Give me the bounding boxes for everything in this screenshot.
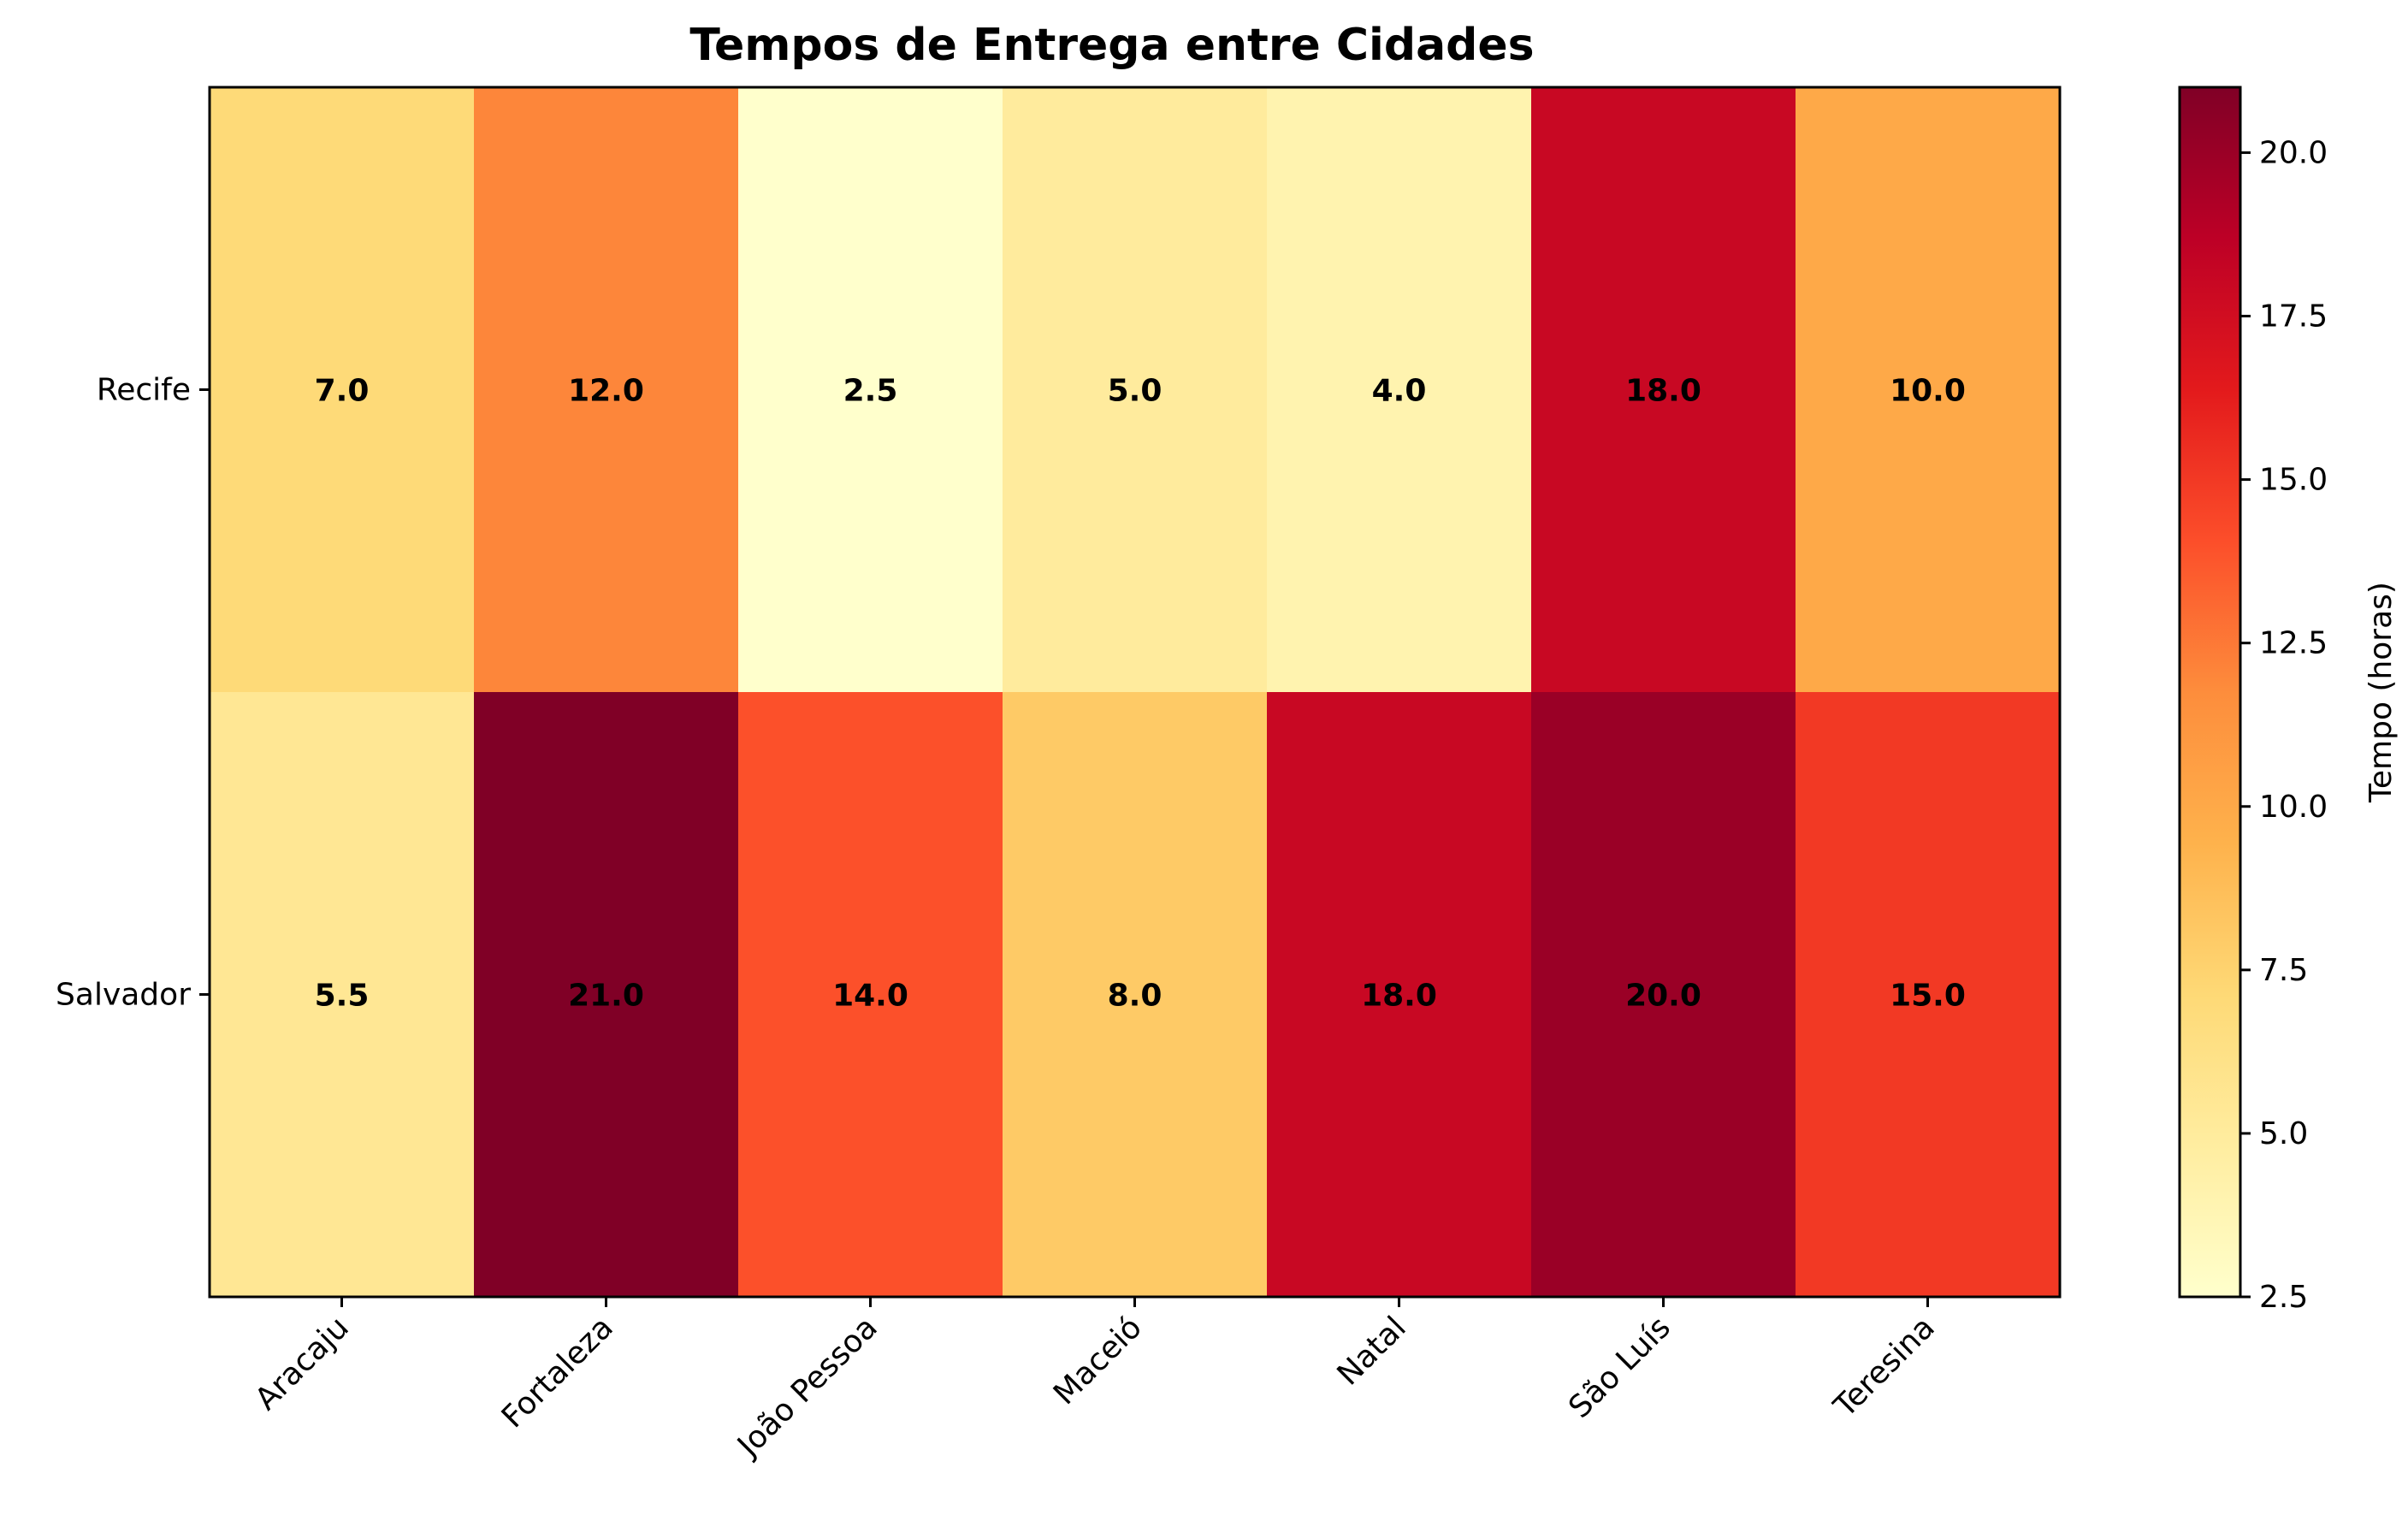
cell-value-label: 18.0 [1361,979,1437,1014]
colorbar-tick-label: 2.5 [2259,1280,2308,1315]
heatmap-cell [1796,87,2061,693]
colorbar-gradient [2180,87,2240,1297]
cell-value-label: 5.0 [1108,374,1163,409]
heatmap-cell [210,692,475,1298]
cell-value-label: 8.0 [1108,979,1163,1014]
heatmap-cell [210,87,475,693]
colorbar-label: Tempo (horas) [2364,582,2399,803]
heatmap-cell [1003,87,1268,693]
cell-value-label: 2.5 [843,374,898,409]
colorbar-ticks: 2.5 5.0 7.5 10.0 12.5 15.0 17.5 20.0 [2240,135,2328,1315]
x-tick-label: Aracaju [249,1310,356,1417]
heatmap-cell [474,692,739,1298]
x-tick-label: Maceió [1047,1310,1149,1411]
cell-value-label: 18.0 [1625,374,1701,409]
heatmap-cell [474,87,739,693]
colorbar-tick-label: 20.0 [2259,135,2328,170]
cell-value-label: 20.0 [1625,979,1701,1014]
cell-value-label: 10.0 [1890,374,1966,409]
heatmap-cell-labels: 7.0 12.0 2.5 5.0 4.0 18.0 10.0 5.5 21.0 14.0 8.0 18… [315,374,1966,1014]
cell-value-label: 7.0 [315,374,370,409]
cell-value-label: 5.5 [315,979,370,1014]
cell-value-label: 14.0 [832,979,908,1014]
x-tick-label: São Luís [1562,1310,1677,1425]
y-tick-label: Recife [97,373,191,408]
heatmap-cell [1003,692,1268,1298]
colorbar-tick-label: 5.0 [2259,1116,2308,1151]
colorbar: 2.5 5.0 7.5 10.0 12.5 15.0 17.5 20.0 Tempo (hor… [2178,86,2399,1315]
heatmap-cells [210,87,2061,1298]
colorbar-tick-label: 7.5 [2259,953,2308,988]
chart-title: Tempos de Entrega entre Cidades [689,20,1534,71]
x-tick-label: João Pessoa [730,1310,885,1465]
colorbar-tick-label: 10.0 [2259,790,2328,825]
heatmap-cell [1267,87,1532,693]
cell-value-label: 12.0 [568,374,644,409]
heatmap-cell [1796,692,2061,1298]
y-tick-label: Salvador [56,978,191,1013]
heatmap-cell [738,692,1003,1298]
colorbar-tick-label: 12.5 [2259,626,2328,661]
x-tick-label: Fortaleza [495,1310,620,1435]
y-axis-ticks: Recife Salvador [56,373,210,1013]
colorbar-tick-label: 17.5 [2259,299,2328,334]
colorbar-tick-label: 15.0 [2259,463,2328,498]
heatmap-cell [1531,692,1796,1298]
heatmap-cell [1267,692,1532,1298]
colorbar-frame [2178,86,2242,1299]
heatmap-cell [738,87,1003,693]
x-axis-ticks: Aracaju Fortaleza João Pessoa Maceió Natal Sã… [249,1297,1942,1465]
heatmap-cell [1531,87,1796,693]
cell-value-label: 21.0 [568,979,644,1014]
x-tick-label: Teresina [1827,1310,1942,1424]
cell-value-label: 15.0 [1890,979,1966,1014]
x-tick-label: Natal [1331,1310,1413,1392]
cell-value-label: 4.0 [1372,374,1427,409]
